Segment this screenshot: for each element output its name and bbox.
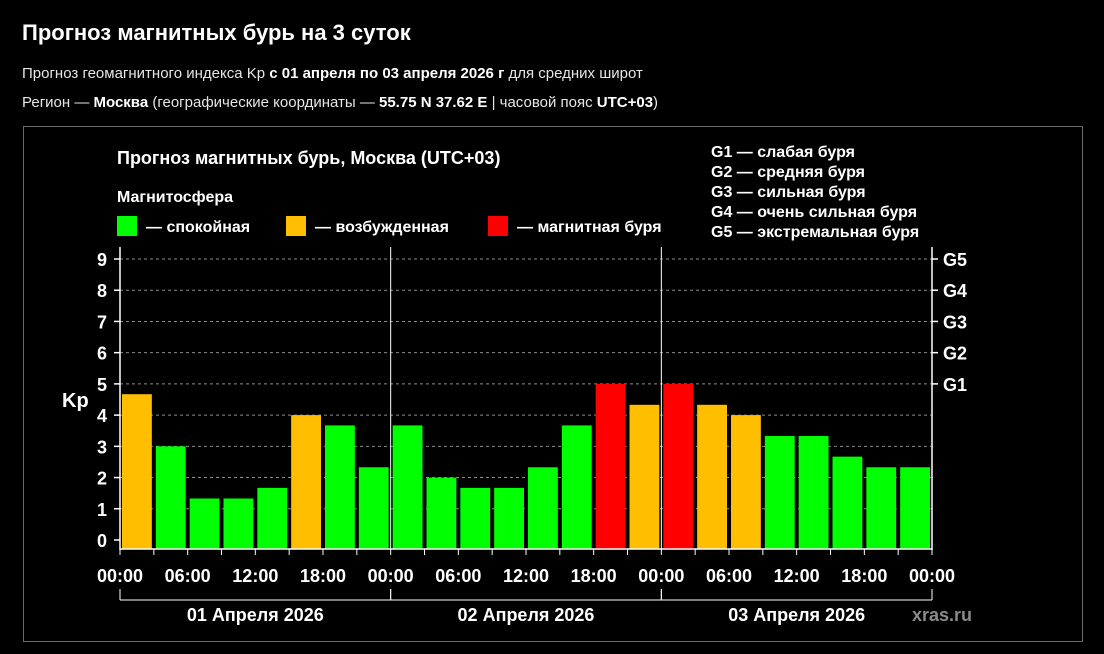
- x-tick-label: 18:00: [300, 566, 346, 586]
- coords-prefix: (географические координаты —: [148, 94, 379, 111]
- period-prefix: Прогноз геомагнитного индекса Kp: [22, 65, 270, 82]
- kp-bar: [798, 436, 829, 549]
- storm-legend-item-2: G3 — сильная буря: [711, 184, 866, 201]
- y-tick-label: 6: [97, 344, 107, 364]
- kp-bar: [595, 383, 626, 549]
- chart-title: Прогноз магнитных бурь, Москва (UTC+03): [117, 148, 500, 168]
- g-tick-label: G3: [943, 312, 967, 332]
- y-tick-label: 1: [97, 500, 107, 520]
- y-tick-label: 3: [97, 437, 107, 457]
- y-tick-label: 2: [97, 469, 107, 489]
- x-tick-label: 06:00: [435, 566, 481, 586]
- kp-bar: [358, 467, 389, 549]
- x-tick-label: 18:00: [841, 566, 887, 586]
- kp-bar: [629, 404, 660, 549]
- region-suffix: ): [653, 94, 659, 111]
- region-city: Москва: [93, 94, 149, 111]
- kp-bar: [900, 467, 930, 549]
- region-prefix: Регион —: [22, 94, 94, 111]
- day-label: 01 Апреля 2026: [187, 605, 324, 625]
- g-tick-label: G5: [943, 250, 967, 270]
- x-tick-label: 00:00: [368, 566, 414, 586]
- legend-swatch-2: [488, 216, 508, 236]
- watermark: xras.ru: [912, 605, 972, 625]
- kp-bar: [764, 436, 795, 549]
- y-tick-label: 7: [97, 312, 107, 332]
- x-tick-label: 00:00: [638, 566, 684, 586]
- g-tick-label: G2: [943, 344, 967, 364]
- kp-bar: [392, 425, 423, 549]
- legend-label-0: — спокойная: [146, 219, 250, 236]
- kp-bar: [697, 404, 727, 549]
- legend-swatch-1: [286, 216, 306, 236]
- y-tick-label: 0: [97, 531, 107, 551]
- kp-bar: [189, 498, 220, 549]
- kp-bar: [528, 467, 558, 549]
- kp-bar: [832, 456, 863, 549]
- kp-bar: [460, 487, 491, 549]
- storm-legend-item-3: G4 — очень сильная буря: [711, 204, 917, 221]
- x-tick-label: 00:00: [97, 566, 143, 586]
- y-tick-label: 4: [97, 406, 107, 426]
- kp-bar: [866, 467, 897, 549]
- x-tick-label: 12:00: [232, 566, 278, 586]
- region-coords: 55.75 N 37.62 E: [379, 94, 488, 111]
- kp-bar: [257, 487, 288, 549]
- chart-frame: [23, 126, 1083, 642]
- day-label: 03 Апреля 2026: [728, 605, 865, 625]
- storm-legend-item-1: G2 — средняя буря: [711, 164, 865, 181]
- region-timezone: UTC+03: [596, 94, 654, 111]
- x-tick-label: 00:00: [909, 566, 955, 586]
- kp-bar: [494, 487, 524, 549]
- y-axis-label: Kp: [62, 390, 89, 412]
- kp-bar: [291, 415, 321, 549]
- kp-bar: [325, 425, 355, 549]
- period-suffix: для средних широт: [504, 65, 643, 82]
- x-tick-label: 18:00: [571, 566, 617, 586]
- kp-bar: [731, 415, 761, 549]
- storm-legend-item-0: G1 — слабая буря: [711, 144, 855, 161]
- kp-bar: [426, 477, 457, 549]
- period-dates: с 01 апреля по 03 апреля 2026 г: [269, 65, 505, 82]
- x-tick-label: 06:00: [706, 566, 752, 586]
- kp-bar: [561, 425, 592, 549]
- storm-legend-item-4: G5 — экстремальная буря: [711, 224, 919, 241]
- page-title: Прогноз магнитных бурь на 3 суток: [22, 20, 411, 45]
- x-tick-label: 06:00: [165, 566, 211, 586]
- y-tick-label: 8: [97, 281, 107, 301]
- kp-bar: [663, 383, 694, 549]
- kp-bar: [155, 446, 186, 549]
- legend-label-2: — магнитная буря: [517, 219, 662, 236]
- y-tick-label: 5: [97, 375, 107, 395]
- region-line: Регион — Москва (географические координа…: [22, 94, 658, 111]
- forecast-period-line: Прогноз геомагнитного индекса Kp с 01 ап…: [22, 65, 643, 82]
- legend-heading: Магнитосфера: [117, 189, 233, 206]
- x-tick-label: 12:00: [503, 566, 549, 586]
- kp-bar: [122, 394, 152, 549]
- x-tick-label: 12:00: [774, 566, 820, 586]
- day-label: 02 Апреля 2026: [458, 605, 595, 625]
- kp-bar: [223, 498, 254, 549]
- y-tick-label: 9: [97, 250, 107, 270]
- g-tick-label: G4: [943, 281, 967, 301]
- g-tick-label: G1: [943, 375, 967, 395]
- tz-prefix: | часовой пояс: [487, 94, 597, 111]
- legend-label-1: — возбужденная: [315, 219, 449, 236]
- legend-swatch-0: [117, 216, 137, 236]
